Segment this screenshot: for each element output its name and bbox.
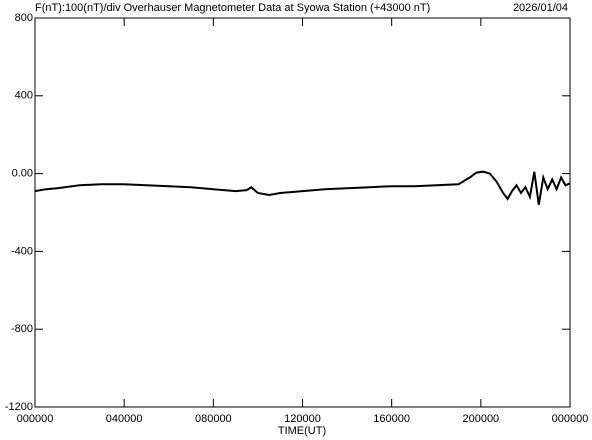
x-tick-label: 040000 (106, 413, 143, 425)
x-axis-label: TIME(UT) (278, 425, 326, 437)
y-tick-label: -1200 (5, 401, 33, 413)
data-line (34, 170, 571, 205)
x-tick-label: 160000 (373, 413, 410, 425)
plot-frame (34, 17, 571, 408)
y-tick-label: 0.00 (12, 168, 33, 180)
x-tick-label: 000000 (552, 413, 589, 425)
y-tick-label: 800 (15, 12, 33, 24)
date: 2026/01/04 (513, 2, 568, 14)
x-tick-label: 120000 (284, 413, 321, 425)
y-tick-label: -400 (11, 245, 33, 257)
y-tick-label: 400 (15, 90, 33, 102)
x-tick-label: 200000 (462, 413, 499, 425)
x-tick-label: 080000 (195, 413, 232, 425)
chart-title: F(nT):100(nT)/div Overhauser Magnetomete… (35, 2, 430, 14)
y-tick-label: -800 (11, 323, 33, 335)
x-tick-label: 000000 (17, 413, 54, 425)
